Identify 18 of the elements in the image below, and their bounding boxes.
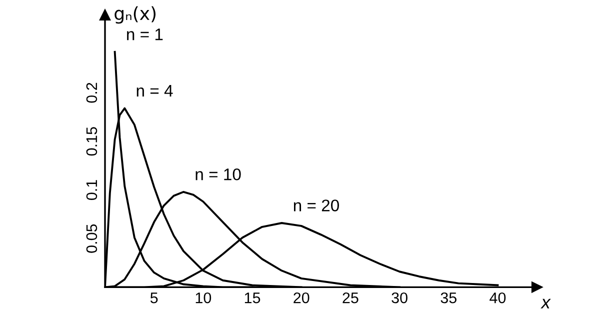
y-axis-title: gₙ(x) xyxy=(114,6,156,24)
x-tick-label: 10 xyxy=(196,292,212,304)
series-label: n = 1 xyxy=(127,28,163,40)
series-label: n = 10 xyxy=(196,168,241,180)
y-tick-label: 0.2 xyxy=(86,82,98,103)
x-tick-label: 30 xyxy=(392,292,408,304)
x-tick-label: 25 xyxy=(342,292,358,304)
y-tick-label: 0.05 xyxy=(86,224,98,253)
x-tick-label: 40 xyxy=(490,292,506,304)
y-tick-label: 0.1 xyxy=(86,180,98,200)
x-axis-title: x xyxy=(540,298,551,308)
y-tick-label: 0.15 xyxy=(86,127,98,156)
x-tick-label: 5 xyxy=(150,292,158,304)
x-tick-label: 15 xyxy=(244,292,260,304)
x-tick-label: 35 xyxy=(440,292,456,304)
x-tick-label: 20 xyxy=(294,292,310,304)
series-label: n = 4 xyxy=(136,85,173,96)
series-label: n = 20 xyxy=(294,200,339,212)
